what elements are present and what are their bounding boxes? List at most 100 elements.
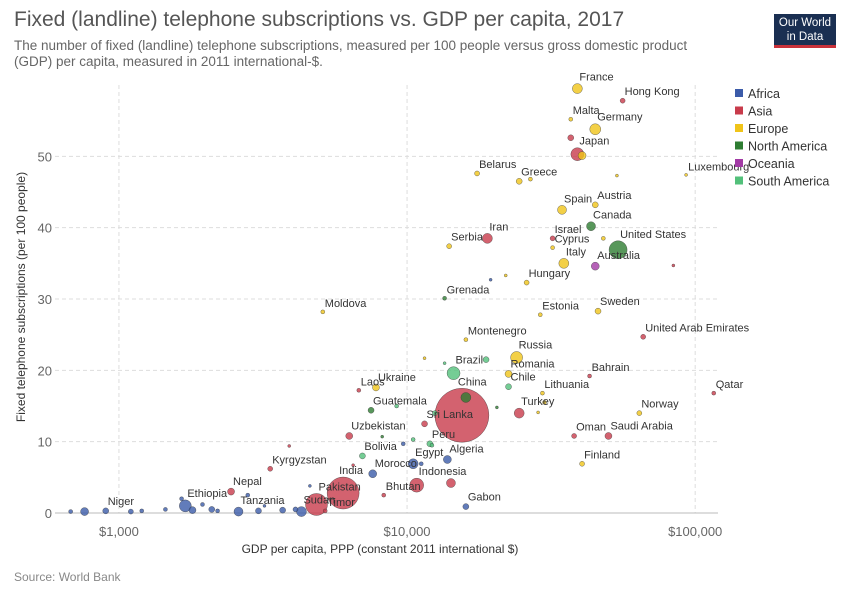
point-montenegro[interactable]	[463, 337, 469, 342]
point-kyrgyzstan[interactable]	[267, 466, 273, 472]
point-nepal[interactable]	[227, 487, 235, 496]
point-belarus[interactable]	[474, 170, 480, 177]
owid-logo[interactable]: Our World in Data	[774, 14, 836, 48]
point-india[interactable]	[326, 476, 360, 510]
point-unlabeled[interactable]	[536, 410, 540, 415]
point-qatar[interactable]	[711, 390, 717, 396]
legend-item-europe[interactable]: Europe	[748, 122, 788, 136]
point-canada[interactable]	[586, 221, 596, 231]
point-austria[interactable]	[592, 201, 599, 209]
point-serbia[interactable]	[446, 243, 452, 249]
point-unlabeled[interactable]	[429, 442, 435, 448]
point-bahrain[interactable]	[587, 373, 592, 379]
point-unlabeled[interactable]	[482, 356, 490, 363]
point-unlabeled[interactable]	[394, 403, 399, 409]
point-laos[interactable]	[356, 388, 362, 393]
point-italy[interactable]	[558, 258, 570, 269]
point-luxembourg[interactable]	[684, 173, 688, 177]
point-bolivia[interactable]	[359, 452, 366, 460]
point-timor[interactable]	[322, 508, 328, 514]
point-unlabeled[interactable]	[432, 410, 438, 416]
point-unlabeled[interactable]	[615, 173, 619, 178]
point-unlabeled[interactable]	[179, 496, 184, 501]
point-indonesia[interactable]	[409, 477, 424, 493]
point-unlabeled[interactable]	[671, 263, 676, 268]
point-guatemala[interactable]	[367, 407, 375, 414]
point-unlabeled[interactable]	[446, 478, 456, 488]
point-unlabeled[interactable]	[351, 463, 355, 467]
point-ethiopia[interactable]	[179, 499, 192, 513]
point-bhutan[interactable]	[381, 492, 386, 498]
point-ukraine[interactable]	[372, 383, 380, 392]
point-egypt[interactable]	[407, 458, 419, 470]
point-greece[interactable]	[515, 178, 523, 185]
point-unlabeled[interactable]	[215, 508, 220, 514]
point-australia[interactable]	[591, 261, 600, 271]
point-hong-kong[interactable]	[619, 97, 626, 104]
legend-item-south-america[interactable]: South America	[748, 175, 829, 189]
point-cyprus[interactable]	[550, 245, 555, 250]
legend-item-north-america[interactable]: North America	[748, 140, 827, 154]
point-germany[interactable]	[589, 123, 602, 135]
point-israel[interactable]	[549, 235, 556, 242]
point-unlabeled[interactable]	[208, 506, 216, 513]
point-norway[interactable]	[636, 410, 643, 416]
point-unlabeled[interactable]	[567, 134, 575, 142]
point-unlabeled[interactable]	[262, 504, 267, 508]
point-unlabeled[interactable]	[601, 236, 606, 241]
point-malta[interactable]	[568, 116, 574, 122]
point-unlabeled[interactable]	[308, 484, 312, 488]
point-unlabeled[interactable]	[495, 405, 499, 410]
point-estonia[interactable]	[538, 312, 543, 317]
point-spain[interactable]	[557, 205, 567, 215]
point-unlabeled[interactable]	[460, 392, 472, 403]
point-romania[interactable]	[504, 370, 513, 378]
legend-item-africa[interactable]: Africa	[748, 87, 780, 101]
point-unlabeled[interactable]	[255, 507, 262, 515]
point-unlabeled[interactable]	[488, 277, 493, 282]
point-tanzania[interactable]	[233, 506, 244, 517]
point-sudan[interactable]	[296, 506, 307, 517]
point-united-arab-emirates[interactable]	[640, 334, 646, 340]
point-finland[interactable]	[579, 461, 585, 467]
point-unlabeled[interactable]	[163, 507, 168, 512]
legend[interactable]: Africa Asia Europe North America Oceania Sout…	[735, 87, 829, 189]
point-unlabeled[interactable]	[188, 506, 197, 514]
point-pakistan[interactable]	[305, 493, 328, 516]
point-unlabeled[interactable]	[422, 356, 427, 360]
point-saudi-arabia[interactable]	[604, 432, 613, 440]
point-sweden[interactable]	[594, 307, 602, 315]
point-iran[interactable]	[482, 233, 493, 244]
point-unlabeled[interactable]	[245, 492, 251, 498]
point-chile[interactable]	[505, 383, 512, 390]
point-russia[interactable]	[510, 351, 523, 364]
point-unlabeled[interactable]	[528, 176, 533, 182]
point-morocco[interactable]	[368, 469, 377, 479]
point-unlabeled[interactable]	[139, 508, 144, 514]
point-unlabeled[interactable]	[577, 151, 587, 160]
point-turkey[interactable]	[513, 407, 525, 419]
point-moldova[interactable]	[320, 309, 326, 315]
point-unlabeled[interactable]	[380, 434, 384, 439]
point-france[interactable]	[572, 83, 583, 94]
point-unlabeled[interactable]	[80, 507, 89, 516]
point-unlabeled[interactable]	[279, 506, 286, 514]
point-unlabeled[interactable]	[410, 437, 416, 442]
point-sri-lanka[interactable]	[421, 420, 428, 428]
point-hungary[interactable]	[523, 279, 530, 286]
point-oman[interactable]	[571, 433, 577, 439]
point-unlabeled[interactable]	[128, 508, 134, 515]
point-gabon[interactable]	[462, 503, 470, 510]
point-unlabeled[interactable]	[200, 502, 205, 507]
point-united-states[interactable]	[608, 240, 628, 260]
legend-item-asia[interactable]: Asia	[748, 105, 772, 119]
point-unlabeled[interactable]	[542, 400, 547, 405]
point-uzbekistan[interactable]	[345, 432, 353, 440]
point-unlabeled[interactable]	[442, 361, 447, 365]
point-unlabeled[interactable]	[400, 441, 406, 447]
point-brazil[interactable]	[446, 366, 461, 380]
point-grenada[interactable]	[442, 296, 447, 301]
point-unlabeled[interactable]	[292, 506, 299, 513]
point-unlabeled[interactable]	[418, 461, 424, 467]
point-unlabeled[interactable]	[68, 509, 73, 514]
